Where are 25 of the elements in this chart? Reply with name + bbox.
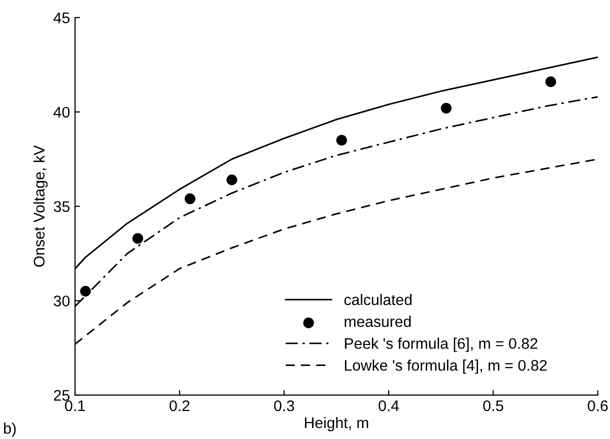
point: [336, 134, 347, 146]
x-tick-label: 0.3: [274, 400, 294, 412]
legend-label: measured: [344, 316, 411, 328]
y-tick-label: 40: [54, 106, 70, 118]
y-tick-label: 30: [54, 296, 70, 306]
x-tick-label: 0.5: [483, 400, 504, 412]
x-tick-label: 0.2: [170, 400, 190, 412]
point: [80, 286, 91, 297]
x-tick-label: 0.4: [378, 400, 399, 412]
point: [545, 76, 556, 88]
x-tick-label: 0.6: [588, 400, 608, 412]
point: [184, 193, 196, 204]
legend-label: Lowke 's formula [4], m = 0.82: [344, 360, 547, 374]
legend-label: Peek 's formula [6], m = 0.82: [344, 338, 538, 352]
x-tick-label: 0.1: [65, 400, 85, 412]
text: b): [4, 422, 16, 437]
point: [226, 174, 238, 186]
point: [132, 233, 144, 244]
point: [440, 102, 452, 114]
y-axis-title: Onset Voltage, kV: [33, 145, 48, 267]
y-tick-label: 25: [54, 390, 70, 401]
y-tick-label: 35: [54, 201, 70, 212]
y-tick-label: 45: [54, 12, 70, 24]
legend-label: calculated: [344, 294, 412, 306]
x-axis-title: Height, m: [304, 416, 368, 432]
